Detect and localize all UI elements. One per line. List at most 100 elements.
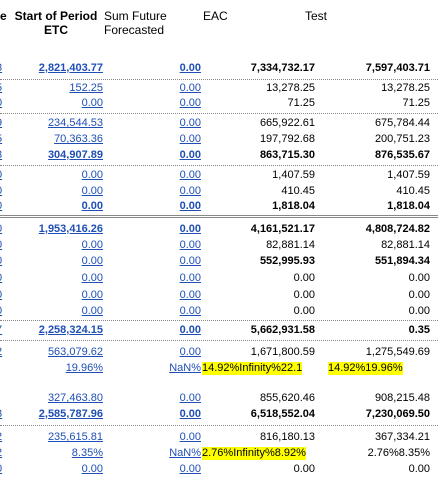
forecast-cell[interactable]: 0.00 (179, 255, 201, 267)
forecast-cell[interactable]: 0.00 (179, 169, 201, 181)
etc-cell[interactable]: 2,585,787.96 (38, 408, 103, 420)
test-cell: 71.25 (402, 97, 430, 109)
test-cell: 0.00 (408, 463, 430, 475)
cut-cell[interactable]: 0 (0, 239, 2, 252)
etc-cell[interactable]: 235,615.81 (47, 431, 103, 443)
forecast-cell[interactable]: 0.00 (179, 149, 201, 161)
cut-cell[interactable]: 0 (0, 223, 2, 236)
eac-cell: 0.00 (293, 272, 315, 284)
cut-cell[interactable]: 0 (0, 289, 2, 302)
test-cell: 4,808,724.82 (365, 223, 430, 235)
etc-cell[interactable]: 0.00 (81, 169, 103, 181)
test-cell: 1,818.04 (387, 200, 430, 212)
etc-cell[interactable]: 0.00 (81, 272, 103, 284)
forecast-cell[interactable]: 0.00 (179, 305, 201, 317)
test-cell: 0.00 (408, 272, 430, 284)
column-header[interactable]: Test (305, 9, 328, 23)
cut-cell[interactable]: 3 (0, 62, 2, 75)
test-cell: 675,784.44 (374, 117, 430, 129)
etc-cell[interactable]: 2,258,324.15 (38, 324, 103, 336)
forecast-cell[interactable]: 0.00 (179, 239, 201, 251)
etc-cell[interactable]: 563,079.62 (47, 346, 103, 358)
cut-cell[interactable]: 0 (0, 255, 2, 268)
cut-cell[interactable]: 3 (0, 408, 2, 421)
etc-cell[interactable]: 0.00 (81, 463, 103, 475)
eac-cell: 71.25 (287, 97, 315, 109)
eac-cell: 2.76%Infinity%8.92% (202, 447, 306, 460)
etc-cell[interactable]: 1,953,416.26 (38, 223, 103, 235)
eac-cell: 410.45 (281, 185, 315, 197)
forecast-cell[interactable]: 0.00 (179, 324, 201, 336)
cut-cell[interactable]: 2 (0, 346, 2, 359)
forecast-cell[interactable]: NaN% (169, 362, 201, 374)
forecast-cell[interactable]: 0.00 (179, 97, 201, 109)
cut-cell[interactable]: 7 (0, 324, 2, 337)
etc-cell[interactable]: 327,463.80 (47, 392, 103, 404)
forecast-cell[interactable]: NaN% (169, 447, 201, 459)
eac-cell: 1,671,800.59 (250, 346, 315, 358)
column-header[interactable]: EAC (203, 9, 228, 23)
etc-cell[interactable]: 0.00 (81, 200, 103, 212)
cut-cell[interactable]: 0 (0, 185, 2, 198)
eac-cell: 13,278.25 (266, 82, 315, 94)
eac-cell: 82,881.14 (266, 239, 315, 251)
forecast-cell[interactable]: 0.00 (179, 62, 201, 74)
etc-cell[interactable]: 19.96% (65, 362, 103, 374)
forecast-cell[interactable]: 0.00 (179, 289, 201, 301)
test-cell: 410.45 (396, 185, 430, 197)
test-cell: 13,278.25 (381, 82, 430, 94)
etc-cell[interactable]: 152.25 (69, 82, 103, 94)
etc-cell[interactable]: 0.00 (81, 305, 103, 317)
forecast-cell[interactable]: 0.00 (179, 133, 201, 145)
row-separator (0, 165, 438, 166)
cut-cell[interactable]: 3 (0, 149, 2, 162)
etc-cell[interactable]: 0.00 (81, 255, 103, 267)
eac-cell: 552,995.93 (259, 255, 315, 267)
cut-cell[interactable]: 2 (0, 431, 2, 444)
etc-cell[interactable]: 0.00 (81, 185, 103, 197)
eac-cell: 0.00 (293, 305, 315, 317)
etc-cell[interactable]: 0.00 (81, 289, 103, 301)
eac-cell: 1,407.59 (272, 169, 315, 181)
etc-cell[interactable]: 0.00 (81, 97, 103, 109)
forecast-cell[interactable]: 0.00 (179, 408, 201, 420)
column-header[interactable]: Start of Period ETC (14, 9, 98, 37)
cut-cell[interactable]: 2 (0, 447, 2, 460)
column-header[interactable]: Sum Future Forecasted (104, 9, 167, 37)
forecast-cell[interactable]: 0.00 (179, 392, 201, 404)
forecast-cell[interactable]: 0.00 (179, 223, 201, 235)
forecast-cell[interactable]: 0.00 (179, 463, 201, 475)
forecast-cell[interactable]: 0.00 (179, 185, 201, 197)
cut-cell[interactable]: 0 (0, 272, 2, 285)
cut-header: e (0, 9, 7, 23)
cut-cell[interactable]: 0 (0, 305, 2, 318)
eac-cell: 863,715.30 (259, 149, 315, 161)
eac-cell: 5,662,931.58 (250, 324, 315, 336)
test-cell: 1,275,549.69 (365, 346, 430, 358)
forecast-cell[interactable]: 0.00 (179, 272, 201, 284)
forecast-cell[interactable]: 0.00 (179, 200, 201, 212)
etc-cell[interactable]: 0.00 (81, 239, 103, 251)
cut-cell[interactable]: 5 (0, 133, 2, 146)
cut-cell[interactable]: 0 (0, 463, 2, 476)
cut-cell[interactable]: 0 (0, 169, 2, 182)
etc-cell[interactable]: 70,363.36 (54, 133, 103, 145)
forecast-cell[interactable]: 0.00 (179, 346, 201, 358)
cut-cell[interactable]: 9 (0, 117, 2, 130)
etc-cell[interactable]: 8.35% (71, 447, 103, 459)
forecast-cell[interactable]: 0.00 (179, 82, 201, 94)
row-separator (0, 79, 438, 80)
etc-cell[interactable]: 304,907.89 (47, 149, 103, 161)
test-cell: 2.76%8.35% (367, 447, 430, 459)
cut-cell[interactable]: 0 (0, 200, 2, 213)
cut-cell[interactable]: 0 (0, 97, 2, 110)
etc-cell[interactable]: 234,544.53 (47, 117, 103, 129)
etc-cell[interactable]: 2,821,403.77 (38, 62, 103, 74)
forecast-cell[interactable]: 0.00 (179, 431, 201, 443)
eac-cell: 7,334,732.17 (250, 62, 315, 74)
cut-cell[interactable]: 5 (0, 82, 2, 95)
row-separator (0, 320, 438, 321)
test-cell: 551,894.34 (374, 255, 430, 267)
forecast-cell[interactable]: 0.00 (179, 117, 201, 129)
